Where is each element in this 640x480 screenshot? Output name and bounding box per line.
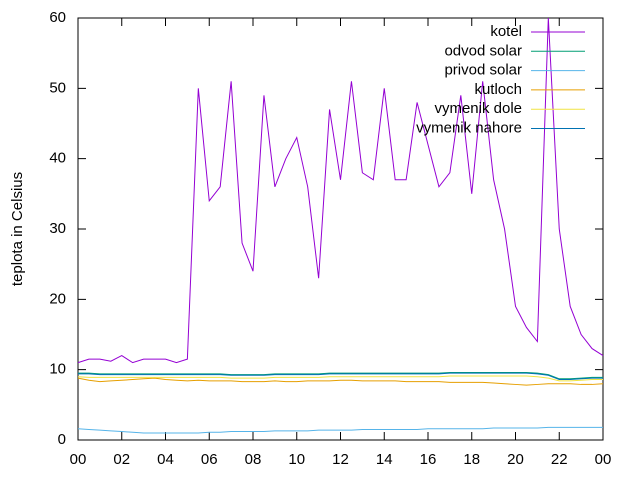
legend-label: kutloch bbox=[474, 81, 522, 98]
legend-label: vymenik dole bbox=[434, 100, 522, 117]
x-tick-label: 02 bbox=[113, 451, 130, 468]
y-tick-label: 30 bbox=[49, 220, 66, 237]
x-tick-label: 00 bbox=[595, 451, 612, 468]
y-tick-label: 10 bbox=[49, 361, 66, 378]
y-tick-label: 60 bbox=[49, 9, 66, 26]
x-tick-label: 06 bbox=[201, 451, 218, 468]
legend-label: odvod solar bbox=[444, 42, 522, 59]
series-line bbox=[77, 377, 604, 386]
y-tick-label: 20 bbox=[49, 290, 66, 307]
x-tick-label: 04 bbox=[157, 451, 174, 468]
y-axis-label: teplota in Celsius bbox=[9, 172, 26, 286]
x-tick-label: 14 bbox=[376, 451, 393, 468]
x-tick-label: 12 bbox=[332, 451, 349, 468]
x-tick-label: 00 bbox=[70, 451, 87, 468]
series-line bbox=[77, 17, 604, 364]
y-tick-label: 40 bbox=[49, 150, 66, 167]
series-line bbox=[77, 375, 603, 382]
series-line bbox=[78, 371, 603, 380]
y-tick-label: 0 bbox=[58, 431, 66, 448]
x-tick-label: 10 bbox=[288, 451, 305, 468]
x-tick-label: 08 bbox=[245, 451, 262, 468]
series-line bbox=[77, 426, 603, 434]
x-tick-label: 20 bbox=[507, 451, 524, 468]
legend-label: vymenik nahore bbox=[416, 119, 522, 136]
x-tick-label: 16 bbox=[420, 451, 437, 468]
series-line bbox=[78, 372, 603, 381]
y-tick-label: 50 bbox=[49, 79, 66, 96]
legend-label: privod solar bbox=[444, 62, 522, 79]
x-tick-label: 22 bbox=[551, 451, 568, 468]
legend-label: kotel bbox=[490, 23, 522, 40]
x-tick-label: 18 bbox=[463, 451, 480, 468]
